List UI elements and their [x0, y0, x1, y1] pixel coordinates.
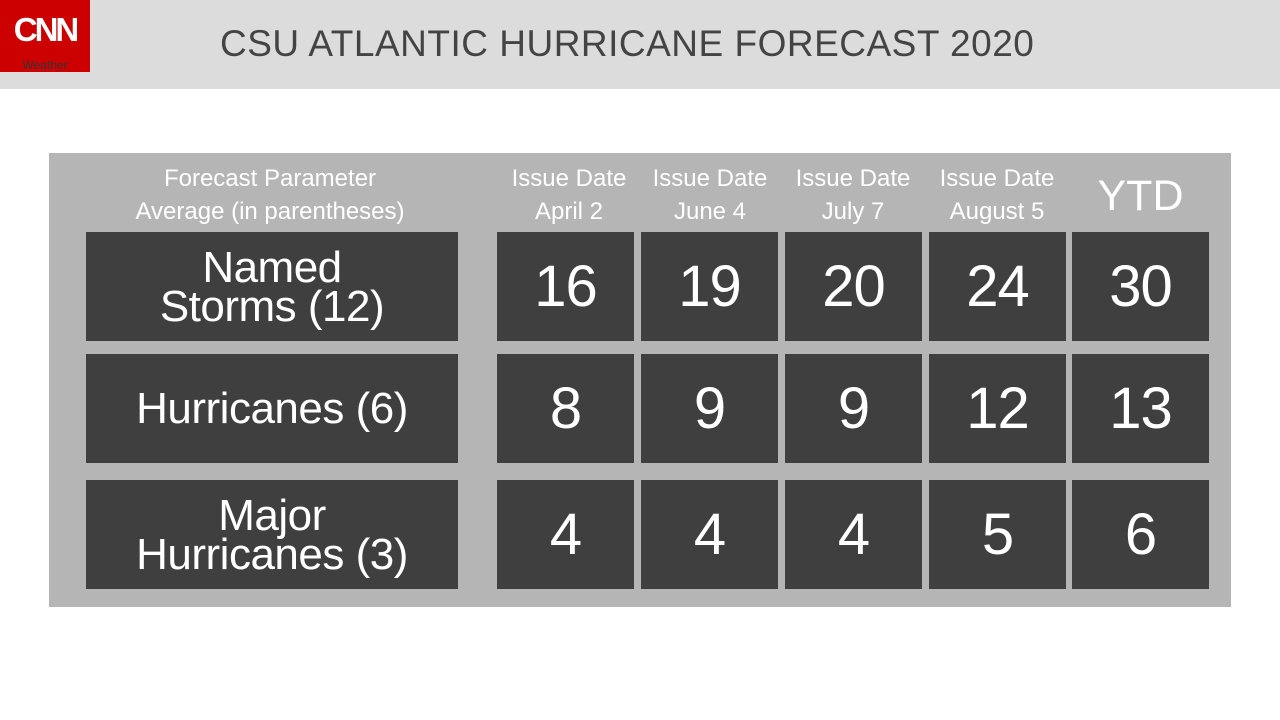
column-header-line2: August 5 — [949, 198, 1045, 225]
row-label-line2: Storms (12) — [159, 281, 385, 331]
value-cell: 19 — [641, 232, 778, 341]
column-header-july: Issue Date July 7 — [783, 162, 923, 228]
value-cell: 9 — [785, 354, 922, 463]
row-label-line1: Major — [218, 490, 326, 540]
logo-subtitle: Weather — [22, 58, 68, 72]
column-header-ytd: YTD — [1097, 172, 1184, 220]
column-header-june: Issue Date June 4 — [640, 162, 780, 228]
row-label-major-hurricanes: Major Hurricanes (3) — [86, 480, 458, 589]
cnn-weather-logo: CNN Weather — [0, 0, 90, 72]
column-header-april: Issue Date April 2 — [499, 162, 639, 228]
value-cell: 4 — [785, 480, 922, 589]
param-header-line2: Average (in parentheses) — [135, 198, 405, 225]
value-cell: 20 — [785, 232, 922, 341]
row-label-hurricanes: Hurricanes (6) — [86, 354, 458, 463]
value-cell: 12 — [929, 354, 1066, 463]
column-header-line1: Issue Date — [795, 165, 911, 192]
logo-brand: CNN — [13, 11, 80, 48]
row-label-line2: Hurricanes (3) — [136, 529, 408, 579]
row-label-line1: Hurricanes (6) — [136, 384, 408, 433]
column-header-line2: July 7 — [821, 198, 885, 225]
value-cell: 5 — [929, 480, 1066, 589]
param-header-line1: Forecast Parameter — [163, 165, 377, 192]
value-cell: 4 — [497, 480, 634, 589]
value-cell: 4 — [641, 480, 778, 589]
value-cell: 6 — [1072, 480, 1209, 589]
value-cell: 16 — [497, 232, 634, 341]
value-cell: 13 — [1072, 354, 1209, 463]
value-cell: 24 — [929, 232, 1066, 341]
column-header-line2: June 4 — [673, 198, 747, 225]
column-header-line1: Issue Date — [939, 165, 1055, 192]
page-title: CSU ATLANTIC HURRICANE FORECAST 2020 — [220, 23, 1035, 64]
column-header-august: Issue Date August 5 — [927, 162, 1067, 228]
header-bar: CNN Weather CSU ATLANTIC HURRICANE FOREC… — [0, 0, 1280, 89]
column-header-line1: Issue Date — [511, 165, 627, 192]
value-cell: 8 — [497, 354, 634, 463]
row-label-named-storms: Named Storms (12) — [86, 232, 458, 341]
param-header: Forecast Parameter Average (in parenthes… — [90, 162, 450, 228]
column-header-line1: Issue Date — [652, 165, 768, 192]
row-label-line1: Named — [202, 242, 342, 292]
column-header-line2: April 2 — [534, 198, 604, 225]
value-cell: 9 — [641, 354, 778, 463]
value-cell: 30 — [1072, 232, 1209, 341]
